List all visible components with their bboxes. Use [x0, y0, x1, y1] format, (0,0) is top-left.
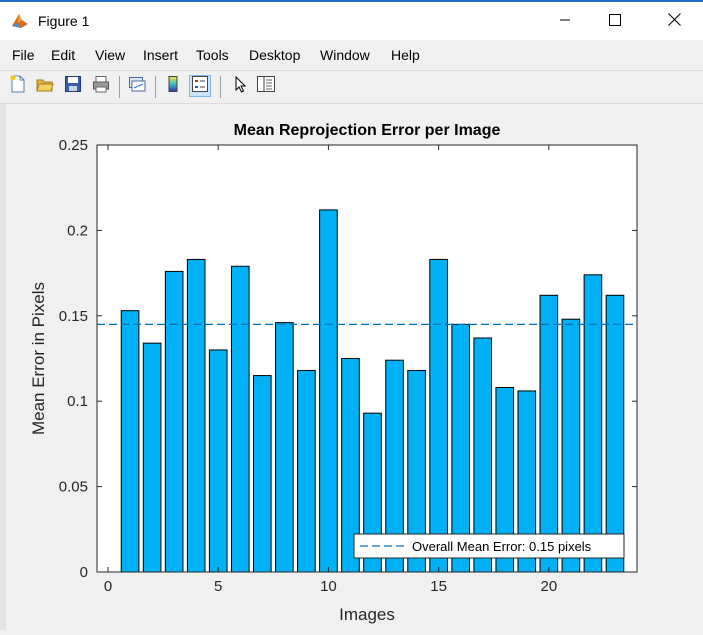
insert-colorbar-icon — [164, 75, 182, 98]
menu-desktop[interactable]: Desktop — [249, 47, 301, 63]
link-plot-button[interactable] — [126, 75, 148, 97]
figure-left-edge — [0, 104, 6, 630]
window-accent-line — [0, 0, 703, 2]
print-icon — [92, 75, 110, 98]
legend-label: Overall Mean Error: 0.15 pixels — [412, 539, 592, 554]
property-inspector-icon — [256, 75, 276, 98]
edit-plot-button[interactable] — [229, 75, 251, 97]
insert-legend-icon — [191, 75, 209, 98]
y-tick-label: 0 — [80, 564, 88, 581]
menu-help[interactable]: Help — [391, 47, 420, 63]
x-tick-label: 15 — [430, 578, 447, 595]
insert-colorbar-button[interactable] — [162, 75, 184, 97]
menu-edit[interactable]: Edit — [51, 47, 76, 63]
x-tick-label: 5 — [214, 578, 222, 595]
new-figure-icon — [9, 75, 27, 98]
menu-bar: File Edit View Insert Tools Desktop Wind… — [0, 40, 703, 100]
bar-image-6 — [230, 265, 250, 573]
new-figure-button[interactable] — [7, 75, 29, 97]
menu-window[interactable]: Window — [320, 47, 370, 63]
bar-image-9 — [297, 369, 316, 573]
open-file-button[interactable] — [34, 75, 56, 97]
maximize-icon — [609, 13, 621, 31]
y-tick-label: 0.15 — [59, 308, 88, 325]
x-tick-label: 0 — [104, 578, 112, 595]
close-icon — [667, 13, 681, 31]
x-tick-label: 20 — [540, 578, 557, 595]
axes-box — [96, 144, 638, 573]
menu-view[interactable]: View — [95, 47, 126, 63]
save-icon — [64, 75, 82, 98]
chart-title: Mean Reprojection Error per Image — [234, 122, 501, 139]
insert-legend-button[interactable] — [189, 75, 211, 97]
save-button[interactable] — [62, 75, 84, 97]
print-button[interactable] — [90, 75, 112, 97]
bar-image-5 — [208, 349, 228, 573]
bar-image-4 — [186, 258, 206, 573]
minimize-button[interactable] — [542, 4, 588, 40]
open-file-icon — [36, 75, 54, 98]
bar-image-7 — [252, 375, 272, 573]
edit-plot-icon — [231, 75, 249, 98]
bar-image-10 — [319, 209, 338, 573]
toolbar-separator — [155, 76, 156, 98]
title-bar: Figure 1 — [0, 2, 703, 40]
toolbar-separator — [119, 76, 120, 98]
link-plot-icon — [128, 75, 146, 98]
bar-image-20 — [539, 294, 559, 573]
bar-image-8 — [275, 322, 294, 573]
property-inspector-button[interactable] — [255, 75, 277, 97]
menu-insert[interactable]: Insert — [143, 47, 179, 63]
bar-image-23 — [605, 294, 625, 573]
y-tick-label: 0.2 — [67, 222, 88, 239]
figure-canvas: 0 5 10 15 20 0 0.05 0.1 0.15 0.2 0.25 Mean Reproje… — [6, 104, 703, 630]
chart-legend[interactable]: Overall Mean Error: 0.15 pixels — [353, 533, 625, 559]
close-button[interactable] — [651, 4, 697, 40]
bar-image-3 — [164, 270, 184, 573]
bar-image-1 — [120, 310, 140, 573]
toolbar-separator — [220, 76, 221, 98]
x-tick-label: 10 — [320, 578, 337, 595]
maximize-button[interactable] — [592, 4, 638, 40]
bar-image-2 — [142, 342, 162, 573]
menu-file[interactable]: File — [12, 47, 35, 63]
menu-tools[interactable]: Tools — [196, 47, 229, 63]
y-tick-label: 0.1 — [67, 393, 88, 410]
y-tick-label: 0.25 — [59, 137, 88, 154]
bar-image-22 — [583, 274, 603, 573]
matlab-icon — [10, 11, 30, 31]
bar-image-15 — [429, 258, 448, 573]
y-tick-label: 0.05 — [59, 479, 88, 496]
window-title: Figure 1 — [38, 13, 90, 29]
minimize-icon — [559, 13, 571, 31]
bar-chart[interactable]: 0 5 10 15 20 0 0.05 0.1 0.15 0.2 0.25 Mean Reproje… — [6, 104, 703, 630]
figure-toolbar — [0, 70, 703, 104]
y-axis-label: Mean Error in Pixels — [29, 282, 48, 435]
x-axis-label: Images — [339, 605, 395, 624]
